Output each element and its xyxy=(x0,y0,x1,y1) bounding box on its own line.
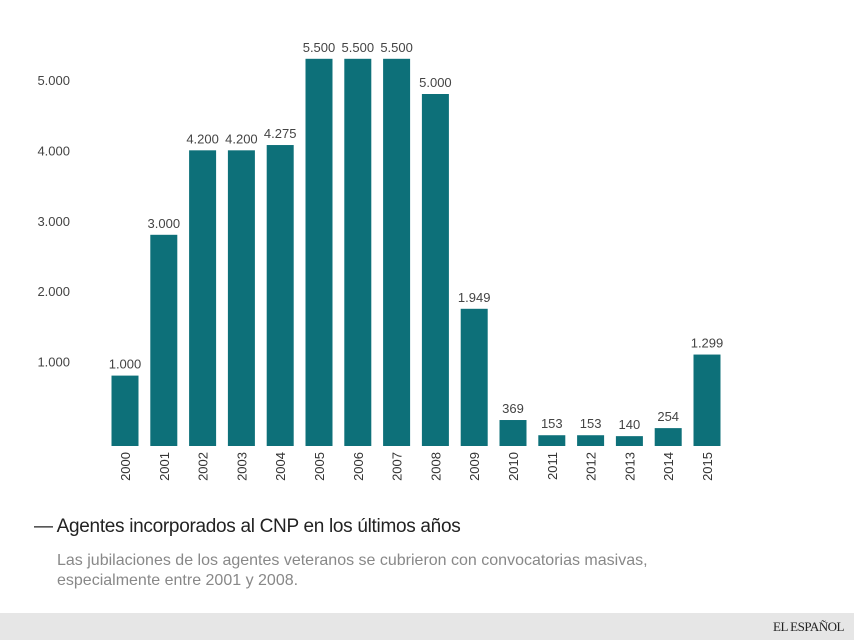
data-label: 5.000 xyxy=(419,75,452,90)
bar-2014 xyxy=(654,428,682,446)
data-label: 4.275 xyxy=(264,126,297,141)
data-label: 1.000 xyxy=(109,357,142,372)
bar-2004 xyxy=(266,145,294,447)
data-label: 3.000 xyxy=(148,216,181,231)
bar-2005 xyxy=(305,58,333,447)
x-tick-label: 2002 xyxy=(196,452,211,481)
y-tick-label: 4.000 xyxy=(37,143,70,158)
x-tick-label: 2001 xyxy=(157,452,172,481)
bar-2008 xyxy=(421,94,449,446)
data-label: 153 xyxy=(580,416,602,431)
x-tick-label: 2010 xyxy=(506,452,521,481)
bar-2000 xyxy=(111,375,139,446)
data-label: 5.500 xyxy=(380,40,413,55)
data-label: 140 xyxy=(619,417,641,432)
bar-2013 xyxy=(615,436,643,446)
y-tick-label: 2.000 xyxy=(37,284,70,299)
x-tick-label: 2012 xyxy=(584,452,599,481)
x-tick-label: 2011 xyxy=(545,452,560,480)
data-label: 4.200 xyxy=(186,131,219,146)
x-tick-label: 2004 xyxy=(273,452,288,481)
footer-bar: EL ESPAÑOL xyxy=(0,613,854,640)
y-tick-label: 5.000 xyxy=(37,73,70,88)
data-label: 1.299 xyxy=(691,336,724,351)
bar-2011 xyxy=(538,435,566,446)
bar-2010 xyxy=(499,420,527,446)
data-label: 369 xyxy=(502,401,524,416)
bar-2001 xyxy=(150,234,178,446)
x-tick-label: 2007 xyxy=(390,452,405,481)
bar-2003 xyxy=(227,150,255,446)
bar-2015 xyxy=(693,354,721,446)
bar-2012 xyxy=(577,435,605,446)
data-label: 153 xyxy=(541,416,563,431)
x-tick-label: 2014 xyxy=(661,452,676,481)
bar-2002 xyxy=(189,150,217,446)
bar-chart: 1.000 2.000 3.000 4.000 5.000 1.000 2000 3.000 2… xyxy=(37,40,724,481)
data-label: 1.949 xyxy=(458,290,491,305)
data-label: 5.500 xyxy=(303,40,336,55)
chart-title: — Agentes incorporados al CNP en los últ… xyxy=(34,516,461,537)
x-tick-label: 2008 xyxy=(428,452,443,481)
x-tick-label: 2000 xyxy=(118,452,133,481)
x-tick-label: 2013 xyxy=(622,452,637,481)
x-tick-label: 2003 xyxy=(234,452,249,481)
x-tick-label: 2009 xyxy=(467,452,482,481)
chart-title-text: Agentes incorporados al CNP en los últim… xyxy=(56,516,461,537)
data-label: 254 xyxy=(657,409,679,424)
bar-2009 xyxy=(460,308,488,446)
y-tick-label: 1.000 xyxy=(37,355,70,370)
data-label: 5.500 xyxy=(342,40,375,55)
bar-2006 xyxy=(344,58,372,447)
x-tick-label: 2006 xyxy=(351,452,366,481)
el-espanol-logo: EL ESPAÑOL xyxy=(773,619,844,634)
x-tick-label: 2005 xyxy=(312,452,327,481)
chart-subtitle: Las jubilaciones de los agentes veterano… xyxy=(57,552,648,589)
bar-2007 xyxy=(383,58,411,447)
y-tick-label: 3.000 xyxy=(37,214,70,229)
x-tick-label: 2015 xyxy=(700,452,715,481)
data-label: 4.200 xyxy=(225,131,258,146)
